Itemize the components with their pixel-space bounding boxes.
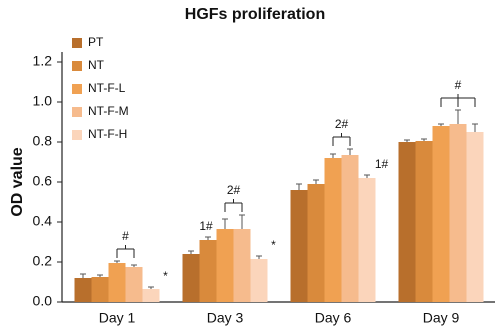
bar [199,240,217,302]
error-bar [472,123,478,132]
y-tick-label: 0.8 [33,133,53,149]
legend-label: NT-F-H [88,127,127,141]
bar [449,124,467,302]
y-tick-label: 0.6 [33,173,53,189]
bar [341,155,359,302]
bar [108,263,126,302]
legend-swatch [72,130,82,140]
bar [432,126,450,302]
bracket [332,133,351,146]
error-bar [330,153,336,158]
annotation: # [455,78,462,92]
error-bar [148,286,154,289]
annotation: 2# [227,183,241,197]
bar [182,254,200,302]
annotation: * [271,238,276,252]
annotation: 1# [375,157,389,171]
y-axis-label: OD value [9,147,26,216]
chart-title: HGFs proliferation [185,6,325,23]
x-tick-label: Day 6 [315,310,352,326]
legend-label: NT [88,58,105,72]
x-tick-label: Day 3 [207,310,244,326]
error-bar [222,218,228,229]
bar [233,229,251,302]
bar [290,190,308,302]
error-bar [239,214,245,229]
bracket [224,199,243,212]
legend-label: PT [88,35,104,49]
legend-swatch [72,38,82,48]
bar [358,178,376,302]
bar [415,141,433,302]
bar [74,278,92,302]
error-bar [296,183,302,190]
error-bar [421,138,427,141]
error-bar [313,179,319,184]
bar [307,184,325,302]
annotation: * [163,269,168,283]
y-tick-label: 0.2 [33,253,53,269]
error-bar [438,123,444,126]
bar [466,132,484,302]
bar [125,267,143,302]
bar [91,277,109,302]
x-tick-label: Day 9 [423,310,460,326]
legend-label: NT-F-M [88,104,129,118]
error-bar [347,148,353,155]
error-bar [455,109,461,124]
bracket [440,94,476,107]
y-tick-label: 1.0 [33,93,53,109]
legend-swatch [72,107,82,117]
y-tick-label: 0.0 [33,293,53,309]
error-bar [114,260,120,263]
error-bar [364,174,370,178]
annotation: 1# [199,219,213,233]
bar [398,142,416,302]
error-bar [188,250,194,254]
error-bar [205,236,211,240]
y-tick-label: 1.2 [33,53,53,69]
legend-swatch [72,61,82,71]
bar [216,229,234,302]
error-bar [256,255,262,259]
annotation: # [122,229,129,243]
error-bar [97,274,103,277]
error-bar [404,139,410,142]
error-bar [80,273,86,278]
legend-label: NT-F-L [88,81,126,95]
bar [324,158,342,302]
bar [250,259,268,302]
annotation: 2# [335,117,349,131]
error-bar [131,264,137,267]
bar [142,289,160,302]
legend-swatch [72,84,82,94]
x-tick-label: Day 1 [99,310,136,326]
bracket [116,245,135,258]
y-tick-label: 0.4 [33,213,53,229]
